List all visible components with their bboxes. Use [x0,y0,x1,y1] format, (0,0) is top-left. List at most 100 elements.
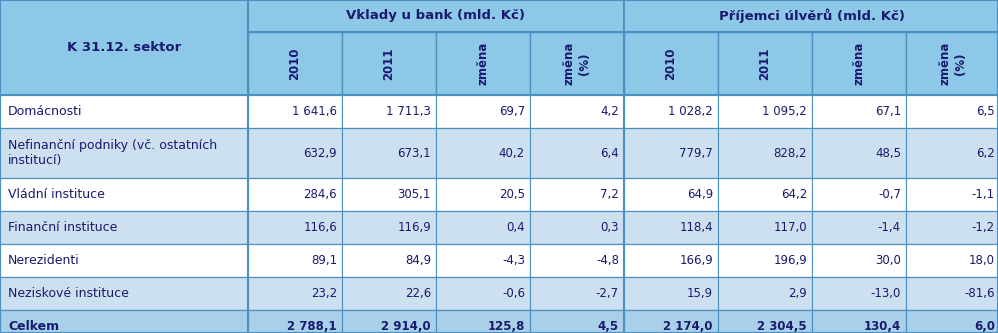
Text: 4,5: 4,5 [598,320,619,333]
Bar [718,310,812,333]
Text: 196,9: 196,9 [773,254,807,267]
Text: -2,7: -2,7 [596,287,619,300]
Text: Nerezidenti: Nerezidenti [8,254,80,267]
Text: změna: změna [852,42,865,85]
Text: 116,6: 116,6 [303,221,337,234]
Text: 284,6: 284,6 [303,188,337,201]
Text: 1 095,2: 1 095,2 [762,105,807,118]
Bar [0,0,248,95]
Bar [812,310,906,333]
Text: -81,6: -81,6 [964,287,995,300]
Bar [624,178,718,211]
Bar [624,128,718,178]
Text: 632,9: 632,9 [303,147,337,160]
Bar [624,244,718,277]
Text: Domácnosti: Domácnosti [8,105,83,118]
Text: 18,0: 18,0 [969,254,995,267]
Text: Vládní instituce: Vládní instituce [8,188,105,201]
Bar [436,211,530,244]
Bar [248,211,342,244]
Text: K 31.12. sektor: K 31.12. sektor [67,41,181,54]
Text: 116,9: 116,9 [397,221,431,234]
Text: 2,9: 2,9 [788,287,807,300]
Text: 7,2: 7,2 [600,188,619,201]
Bar [0,211,248,244]
Bar [0,277,248,310]
Text: 6,5: 6,5 [976,105,995,118]
Text: 673,1: 673,1 [397,147,431,160]
Text: 6,2: 6,2 [976,147,995,160]
Bar [812,244,906,277]
Text: 130,4: 130,4 [863,320,901,333]
Text: -0,7: -0,7 [878,188,901,201]
Text: změna
(%): změna (%) [563,42,591,85]
Text: 48,5: 48,5 [875,147,901,160]
Bar [248,0,624,32]
Text: 2 174,0: 2 174,0 [664,320,713,333]
Bar [718,211,812,244]
Text: Celkem: Celkem [8,320,59,333]
Text: 89,1: 89,1 [310,254,337,267]
Bar [812,211,906,244]
Bar [342,211,436,244]
Text: 2 304,5: 2 304,5 [757,320,807,333]
Text: změna
(%): změna (%) [939,42,967,85]
Bar [436,310,530,333]
Text: 30,0: 30,0 [875,254,901,267]
Text: 779,7: 779,7 [680,147,713,160]
Text: 67,1: 67,1 [875,105,901,118]
Bar [248,277,342,310]
Text: -1,4: -1,4 [878,221,901,234]
Text: Vklady u bank (mld. Kč): Vklady u bank (mld. Kč) [346,10,526,23]
Bar [718,95,812,128]
Bar [718,178,812,211]
Text: 4,2: 4,2 [600,105,619,118]
Bar [906,244,998,277]
Bar [530,32,624,95]
Bar [342,244,436,277]
Bar [342,310,436,333]
Bar [0,128,248,178]
Text: 64,2: 64,2 [780,188,807,201]
Bar [342,95,436,128]
Text: Finanční instituce: Finanční instituce [8,221,118,234]
Text: 2 788,1: 2 788,1 [287,320,337,333]
Bar [906,277,998,310]
Bar [248,310,342,333]
Bar [436,277,530,310]
Bar [342,128,436,178]
Text: 0,3: 0,3 [601,221,619,234]
Bar [906,32,998,95]
Text: 6,4: 6,4 [600,147,619,160]
Bar [0,244,248,277]
Bar [0,178,248,211]
Bar [530,277,624,310]
Bar [530,128,624,178]
Text: -13,0: -13,0 [870,287,901,300]
Text: 0,4: 0,4 [506,221,525,234]
Bar [342,178,436,211]
Text: -1,1: -1,1 [972,188,995,201]
Text: 1 641,6: 1 641,6 [292,105,337,118]
Bar [530,211,624,244]
Bar [718,277,812,310]
Text: 23,2: 23,2 [310,287,337,300]
Bar [248,32,342,95]
Text: Neziskové instituce: Neziskové instituce [8,287,129,300]
Text: Nefinanční podniky (vč. ostatních
institucí): Nefinanční podniky (vč. ostatních instit… [8,139,218,167]
Bar [530,310,624,333]
Bar [436,128,530,178]
Text: -4,8: -4,8 [596,254,619,267]
Bar [248,128,342,178]
Bar [436,95,530,128]
Bar [906,178,998,211]
Text: 166,9: 166,9 [680,254,713,267]
Bar [906,310,998,333]
Bar [248,95,342,128]
Text: 40,2: 40,2 [499,147,525,160]
Text: 2010: 2010 [665,47,678,80]
Bar [812,178,906,211]
Bar [436,244,530,277]
Text: 305,1: 305,1 [397,188,431,201]
Bar [530,244,624,277]
